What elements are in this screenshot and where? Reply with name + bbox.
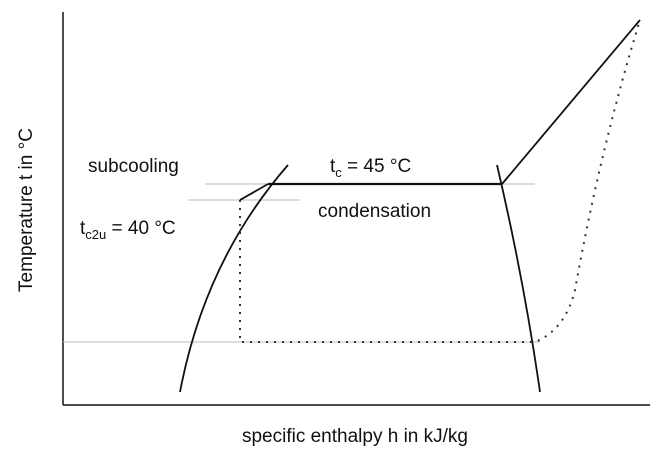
tc2u-rest: = 40 °C: [106, 218, 175, 239]
x-axis-label: specific enthalpy h in kJ/kg: [242, 426, 468, 447]
tc2u-label: tc2u = 40 °C: [80, 218, 176, 242]
superheat-line: [501, 19, 641, 185]
tc-label: tc = 45 °C: [330, 156, 411, 180]
subcooling-label: subcooling: [88, 156, 179, 177]
tc2u-main: t: [80, 218, 86, 239]
y-axis-label: Temperature t in °C: [16, 128, 37, 292]
saturated-vapor-curve: [496, 164, 541, 393]
tc-main: t: [330, 156, 336, 177]
tc-rest: = 45 °C: [342, 156, 411, 177]
saturated-liquid-curve: [179, 164, 289, 393]
dotted-cycle: [239, 19, 641, 343]
condensation-label: condensation: [318, 201, 431, 222]
tc2u-sub: c2u: [85, 227, 106, 242]
tc-sub: c: [335, 165, 342, 180]
subcooling-line: [239, 183, 269, 201]
